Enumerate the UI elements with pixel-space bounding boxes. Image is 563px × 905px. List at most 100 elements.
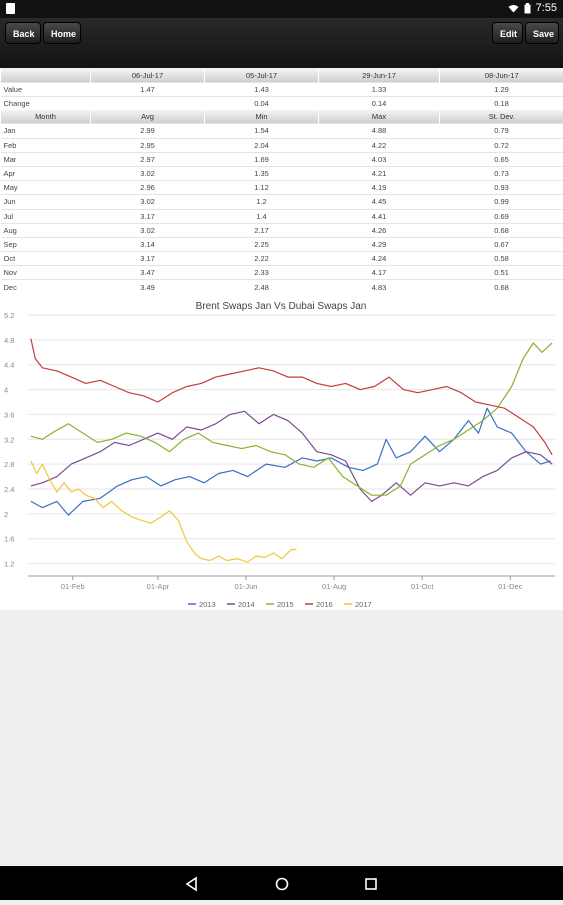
month-header-cell: Max	[319, 110, 440, 124]
y-tick-label: 2.8	[4, 460, 14, 469]
summary-header-cell: 08-Jun-17	[440, 69, 563, 83]
month-header-cell: St. Dev.	[440, 110, 563, 124]
app-notification-icon	[6, 3, 15, 14]
summary-table: 06-Jul-17 05-Jul-17 29-Jun-17 08-Jun-17 …	[0, 69, 563, 110]
month-value-cell: 4.21	[319, 166, 440, 180]
series-line-2013	[31, 408, 551, 515]
legend-label: 2015	[277, 600, 294, 609]
y-tick-label: 2.4	[4, 485, 14, 494]
chart-title: Brent Swaps Jan Vs Dubai Swaps Jan	[196, 301, 367, 312]
x-tick-label: 01-Apr	[147, 582, 170, 591]
month-value-cell: 2.17	[205, 223, 319, 237]
chart-panel: Brent Swaps Jan Vs Dubai Swaps Jan 1.2 1.…	[0, 292, 563, 610]
series-line-2017	[31, 461, 297, 562]
summary-row: Change 0.04 0.14 0.18	[1, 97, 563, 111]
y-tick-label: 1.6	[4, 535, 14, 544]
legend-label: 2014	[238, 600, 255, 609]
month-value-cell: 0.72	[440, 138, 563, 152]
edit-button[interactable]: Edit	[492, 22, 523, 44]
month-value-cell: 0.99	[440, 195, 563, 209]
month-value-cell: 2.04	[205, 138, 319, 152]
system-nav-bar	[0, 866, 563, 900]
month-header-cell: Min	[205, 110, 319, 124]
month-label-cell: Aug	[1, 223, 91, 237]
y-tick-label: 5.2	[4, 311, 14, 320]
home-circle-icon[interactable]	[277, 879, 288, 890]
month-value-cell: 3.02	[91, 166, 205, 180]
summary-header-cell: 06-Jul-17	[91, 69, 205, 83]
save-button[interactable]: Save	[525, 22, 559, 44]
summary-row: Value 1.47 1.43 1.33 1.29	[1, 83, 563, 97]
month-label-cell: Jun	[1, 195, 91, 209]
month-value-cell: 0.79	[440, 124, 563, 138]
month-value-cell: 0.69	[440, 209, 563, 223]
month-label-cell: Mar	[1, 152, 91, 166]
y-tick-label: 1.2	[4, 560, 14, 569]
month-header-row: Month Avg Min Max St. Dev.	[1, 110, 563, 124]
month-value-cell: 1.54	[205, 124, 319, 138]
stats-panel: 06-Jul-17 05-Jul-17 29-Jun-17 08-Jun-17 …	[0, 69, 563, 294]
home-button[interactable]: Home	[43, 22, 81, 44]
month-value-cell: 4.41	[319, 209, 440, 223]
wifi-icon	[508, 4, 519, 13]
month-header-cell: Month	[1, 110, 91, 124]
legend-label: 2013	[199, 600, 216, 609]
month-value-cell: 1.35	[205, 166, 319, 180]
month-value-cell: 2.99	[91, 124, 205, 138]
summary-header-row: 06-Jul-17 05-Jul-17 29-Jun-17 08-Jun-17	[1, 69, 563, 83]
month-label-cell: Feb	[1, 138, 91, 152]
month-label-cell: Jan	[1, 124, 91, 138]
legend-label: 2017	[355, 600, 372, 609]
month-value-cell: 4.24	[319, 252, 440, 266]
month-value-cell: 2.33	[205, 266, 319, 280]
month-label-cell: Sep	[1, 237, 91, 251]
battery-icon	[524, 3, 531, 14]
month-value-cell: 3.14	[91, 237, 205, 251]
month-value-cell: 0.58	[440, 252, 563, 266]
month-value-cell: 3.17	[91, 209, 205, 223]
legend-label: 2016	[316, 600, 333, 609]
month-value-cell: 4.19	[319, 181, 440, 195]
month-value-cell: 4.45	[319, 195, 440, 209]
summary-cell: Value	[1, 83, 91, 97]
summary-cell: 1.47	[91, 83, 205, 97]
month-value-cell: 0.65	[440, 152, 563, 166]
y-tick-label: 3.6	[4, 410, 14, 419]
summary-cell: 1.43	[205, 83, 319, 97]
y-tick-label: 3.2	[4, 435, 14, 444]
month-label-cell: Jul	[1, 209, 91, 223]
series-line-2014	[31, 411, 552, 501]
month-label-cell: Oct	[1, 252, 91, 266]
month-value-cell: 2.96	[91, 181, 205, 195]
month-value-cell: 1.4	[205, 209, 319, 223]
month-value-cell: 3.02	[91, 195, 205, 209]
month-value-cell: 3.02	[91, 223, 205, 237]
month-value-cell: 4.88	[319, 124, 440, 138]
month-label-cell: Apr	[1, 166, 91, 180]
month-value-cell: 1.2	[205, 195, 319, 209]
y-tick-label: 4	[4, 386, 8, 395]
summary-cell: 0.14	[319, 97, 440, 111]
y-tick-label: 4.4	[4, 361, 14, 370]
x-tick-label: 01-Aug	[322, 582, 346, 591]
back-button[interactable]: Back	[5, 22, 41, 44]
summary-cell	[91, 97, 205, 111]
back-triangle-icon[interactable]	[187, 878, 196, 890]
status-bar: 7:55	[0, 0, 563, 18]
x-tick-label: 01-Oct	[411, 582, 434, 591]
line-chart: Brent Swaps Jan Vs Dubai Swaps Jan 1.2 1.…	[0, 292, 563, 610]
summary-cell: Change	[1, 97, 91, 111]
month-value-cell: 3.47	[91, 266, 205, 280]
month-value-cell: 2.97	[91, 152, 205, 166]
month-label-cell: May	[1, 181, 91, 195]
month-value-cell: 4.29	[319, 237, 440, 251]
month-label-cell: Nov	[1, 266, 91, 280]
recents-square-icon[interactable]	[366, 879, 376, 889]
